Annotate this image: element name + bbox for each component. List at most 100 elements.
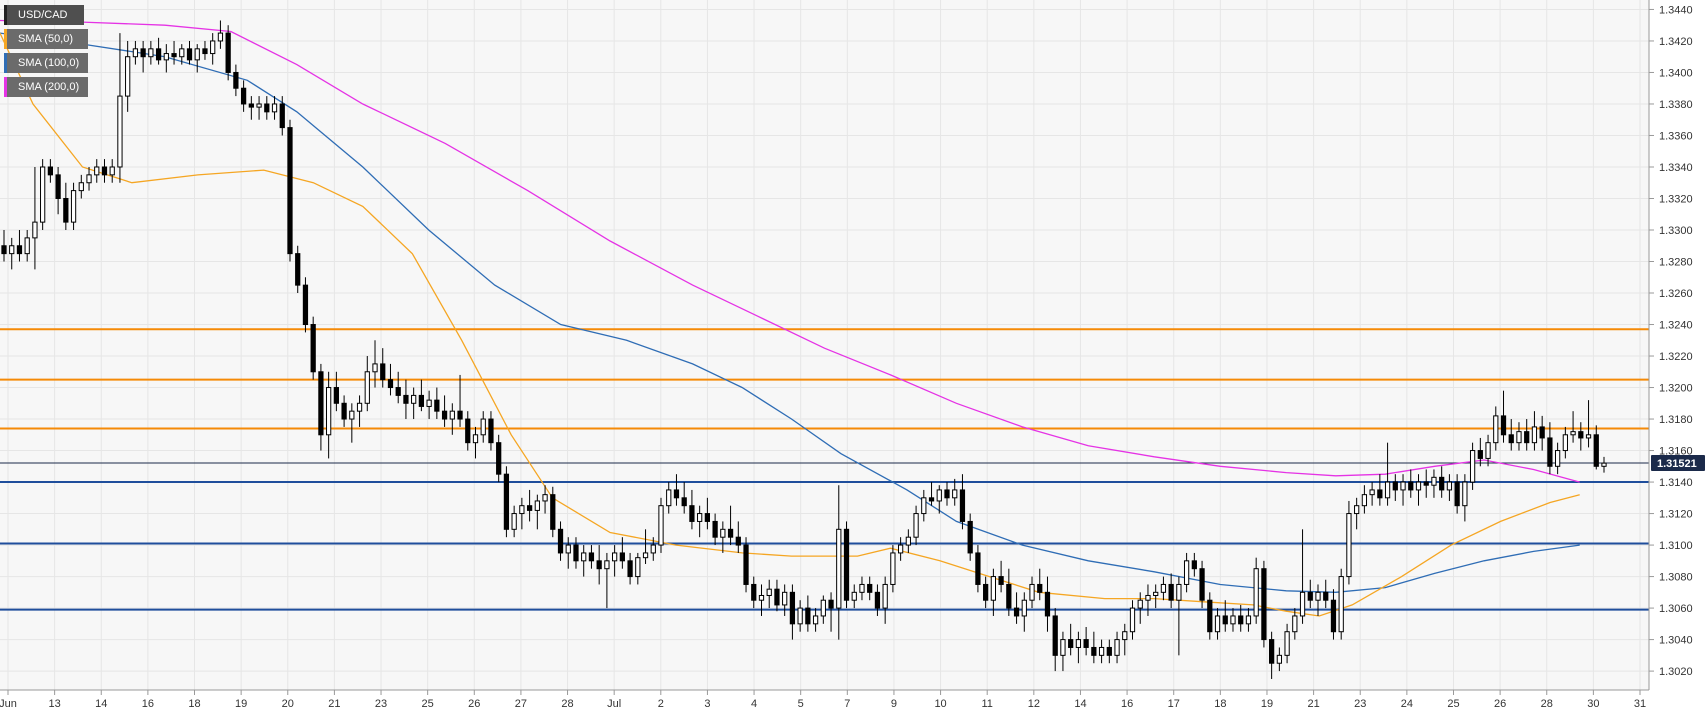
candle[interactable] xyxy=(1377,474,1383,506)
candle[interactable] xyxy=(1446,474,1453,501)
candle[interactable] xyxy=(990,568,996,616)
candle[interactable] xyxy=(163,44,169,73)
candle[interactable] xyxy=(225,25,231,81)
candle[interactable] xyxy=(897,537,904,561)
candle[interactable] xyxy=(24,230,30,262)
candle[interactable] xyxy=(125,40,131,112)
candle[interactable] xyxy=(1145,584,1151,616)
candle[interactable] xyxy=(928,482,935,506)
candle[interactable] xyxy=(882,576,888,624)
candle[interactable] xyxy=(1106,639,1112,664)
candle[interactable] xyxy=(117,33,123,183)
candle[interactable] xyxy=(952,478,958,506)
candle[interactable] xyxy=(797,600,803,632)
candle[interactable] xyxy=(465,411,471,451)
candle[interactable] xyxy=(743,537,749,593)
candle[interactable] xyxy=(851,584,857,609)
candle[interactable] xyxy=(295,245,301,294)
candle[interactable] xyxy=(78,174,84,199)
candle[interactable] xyxy=(959,474,966,530)
candle[interactable] xyxy=(1508,419,1514,451)
candle[interactable] xyxy=(983,576,989,609)
candle[interactable] xyxy=(1585,400,1592,448)
candle[interactable] xyxy=(1137,592,1143,624)
candle[interactable] xyxy=(604,552,610,609)
candle[interactable] xyxy=(1230,608,1236,632)
candle[interactable] xyxy=(727,505,734,546)
candle[interactable] xyxy=(1037,568,1043,601)
candle[interactable] xyxy=(828,592,834,632)
candle[interactable] xyxy=(333,371,339,412)
candle[interactable] xyxy=(1384,442,1391,506)
candle[interactable] xyxy=(1400,474,1406,506)
candle[interactable] xyxy=(217,20,224,49)
candle[interactable] xyxy=(302,277,309,333)
candle[interactable] xyxy=(271,96,278,120)
candle[interactable] xyxy=(1392,474,1398,501)
candle[interactable] xyxy=(596,545,602,585)
candle[interactable] xyxy=(542,485,548,514)
candle[interactable] xyxy=(1284,623,1290,664)
candle[interactable] xyxy=(395,371,401,404)
candle[interactable] xyxy=(202,40,208,60)
candle[interactable] xyxy=(1315,584,1321,616)
candle[interactable] xyxy=(1129,600,1136,640)
candle[interactable] xyxy=(1253,557,1259,624)
candle[interactable] xyxy=(550,486,556,538)
candle[interactable] xyxy=(1168,573,1174,609)
candle[interactable] xyxy=(836,485,842,640)
candle[interactable] xyxy=(1330,589,1337,640)
candle[interactable] xyxy=(1122,623,1128,656)
candle[interactable] xyxy=(55,166,61,215)
candle[interactable] xyxy=(789,584,796,640)
candle[interactable] xyxy=(867,576,873,601)
candle[interactable] xyxy=(140,40,146,73)
candle[interactable] xyxy=(612,545,618,577)
candle[interactable] xyxy=(1431,469,1437,498)
candle[interactable] xyxy=(1539,415,1545,451)
candle[interactable] xyxy=(758,584,765,616)
candle[interactable] xyxy=(426,390,432,420)
candle[interactable] xyxy=(519,497,525,530)
candle[interactable] xyxy=(310,316,316,380)
candle[interactable] xyxy=(155,37,162,65)
candle[interactable] xyxy=(488,411,494,451)
candle[interactable] xyxy=(449,403,455,435)
candle[interactable] xyxy=(1153,584,1159,609)
candle[interactable] xyxy=(1299,529,1306,624)
candle[interactable] xyxy=(1415,474,1422,506)
candle[interactable] xyxy=(403,379,409,420)
candle[interactable] xyxy=(434,387,440,420)
candle[interactable] xyxy=(472,426,479,459)
candle[interactable] xyxy=(1238,604,1244,632)
candle[interactable] xyxy=(411,387,417,420)
candle[interactable] xyxy=(998,560,1004,593)
candle[interactable] xyxy=(1044,576,1051,632)
candle[interactable] xyxy=(503,466,510,538)
candle[interactable] xyxy=(534,494,540,530)
candle[interactable] xyxy=(735,521,741,553)
candle[interactable] xyxy=(681,482,687,514)
candle[interactable] xyxy=(210,33,216,65)
candle[interactable] xyxy=(70,182,77,230)
candle[interactable] xyxy=(349,403,355,443)
candle[interactable] xyxy=(1083,626,1089,656)
candle[interactable] xyxy=(326,371,332,459)
candle[interactable] xyxy=(1361,485,1368,514)
candle[interactable] xyxy=(457,374,463,427)
candle[interactable] xyxy=(967,513,973,561)
candle[interactable] xyxy=(673,474,680,506)
candle[interactable] xyxy=(1292,608,1298,640)
candle[interactable] xyxy=(1114,631,1120,664)
candle[interactable] xyxy=(1547,422,1553,475)
candle[interactable] xyxy=(1091,631,1097,664)
candle[interactable] xyxy=(441,395,448,427)
candle[interactable] xyxy=(1408,469,1414,498)
candle[interactable] xyxy=(256,96,262,120)
candle[interactable] xyxy=(581,545,587,577)
candle[interactable] xyxy=(9,237,15,270)
candle[interactable] xyxy=(1469,442,1476,490)
candle[interactable] xyxy=(511,505,517,538)
candle[interactable] xyxy=(751,576,757,609)
